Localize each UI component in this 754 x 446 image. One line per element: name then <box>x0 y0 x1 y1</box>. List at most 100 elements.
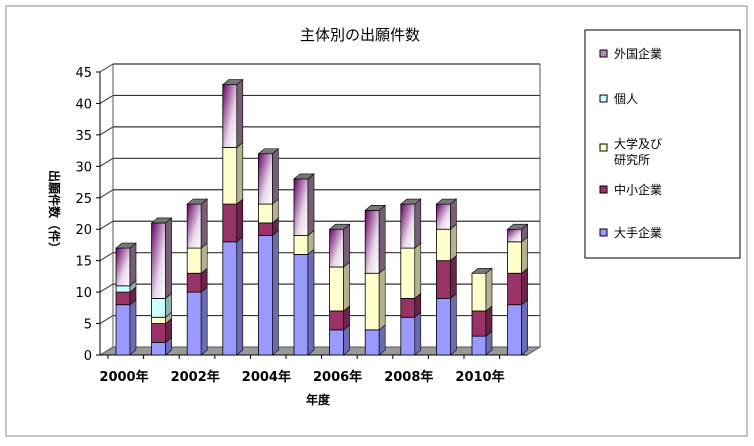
bar-front <box>329 329 345 356</box>
bar-side <box>129 299 137 356</box>
legend-swatch <box>599 185 608 194</box>
bar-top <box>471 267 493 274</box>
bar-segment <box>400 311 422 356</box>
bar-front <box>151 222 167 299</box>
y-tick-label: 35 <box>75 129 92 144</box>
gridline-side <box>99 220 114 230</box>
bar-side <box>450 223 457 262</box>
bar-front <box>222 203 238 243</box>
bar-top <box>364 205 387 211</box>
gridline-side <box>99 126 114 136</box>
legend-swatch <box>599 228 608 237</box>
gridline-side <box>99 95 114 104</box>
bar-front <box>329 228 345 268</box>
bar-segment <box>435 223 457 262</box>
legend-label: 中小企業 <box>614 182 662 197</box>
bar-top <box>506 223 529 230</box>
bar-side <box>129 242 137 287</box>
bar-segment <box>400 198 422 249</box>
bar-front <box>257 203 273 224</box>
bar-segment <box>222 198 244 243</box>
y-tick-label: 0 <box>84 349 92 364</box>
bar-front <box>151 342 167 356</box>
bar-segment <box>115 299 137 356</box>
x-tick-label: 2002年 <box>171 369 220 385</box>
bar-front <box>186 247 202 274</box>
gridline-side <box>99 283 114 293</box>
bar-segment <box>329 324 350 356</box>
bar-segment <box>507 299 528 356</box>
bar-side <box>307 248 315 356</box>
bar-front <box>293 235 309 255</box>
bar-front <box>115 247 131 287</box>
y-tick-label: 25 <box>75 192 92 207</box>
bar-side <box>414 311 422 356</box>
bar-front <box>257 153 273 205</box>
gridline-side <box>99 63 114 73</box>
bar-side <box>378 267 386 331</box>
bar-segment <box>151 292 172 318</box>
bar-front <box>471 335 487 356</box>
x-tick-label: 2010年 <box>455 369 504 385</box>
bar-segment <box>151 336 172 356</box>
bar-segment <box>186 242 208 274</box>
bar-front <box>329 266 345 312</box>
bar-segment <box>222 78 244 149</box>
legend-label: 大手企業 <box>614 225 662 240</box>
gridline-side <box>99 157 114 167</box>
gridline-side <box>99 189 114 199</box>
y-tick-label: 5 <box>84 318 92 333</box>
bar-segment <box>115 242 137 287</box>
bar-top <box>328 223 351 230</box>
legend-swatch <box>599 143 608 152</box>
bar-segment <box>507 223 528 243</box>
x-axis-label: 年度 <box>306 392 331 407</box>
bar-segment <box>151 317 172 344</box>
bar-front <box>257 235 273 356</box>
bar-segment <box>293 248 315 356</box>
bar-front <box>222 147 238 205</box>
x-tick-label: 2004年 <box>242 369 291 385</box>
bar-segment <box>329 223 350 268</box>
bar-segment <box>257 229 279 356</box>
bar-side <box>236 78 244 149</box>
legend-label: 研究所 <box>614 152 650 167</box>
bar-side <box>450 255 457 300</box>
bar-front <box>400 203 416 249</box>
bar-top <box>221 79 244 85</box>
bar-side <box>236 141 244 205</box>
bar-front <box>115 304 131 356</box>
bar-front <box>364 272 380 331</box>
bar-side <box>378 204 386 274</box>
bar-segment <box>364 267 386 331</box>
bar-side <box>414 242 422 300</box>
bar-side <box>272 229 279 356</box>
legend-label: 大学及び <box>614 136 662 151</box>
bar-segment <box>471 267 493 312</box>
gridline-side <box>99 252 114 262</box>
bar-front <box>507 228 523 243</box>
bar-front <box>293 253 309 356</box>
bar-side <box>200 198 208 249</box>
bar-segment <box>471 305 493 337</box>
bar-side <box>521 236 528 274</box>
bar-front <box>151 323 167 343</box>
bar-segment <box>400 242 422 300</box>
y-tick-label: 20 <box>75 223 92 238</box>
bar-segment <box>222 141 244 205</box>
bar-segment <box>257 217 279 237</box>
bar-front <box>222 241 238 356</box>
bar-front <box>507 241 523 274</box>
bar-segment <box>257 148 279 205</box>
bar-segment <box>435 292 457 356</box>
y-tick-label: 40 <box>75 97 92 112</box>
gridline-side <box>99 315 114 324</box>
bar-top <box>435 198 458 205</box>
bar-segment <box>329 261 350 312</box>
bar-segment <box>186 286 208 356</box>
x-tick-label: 2008年 <box>384 369 433 385</box>
bar-top <box>293 173 315 180</box>
bar-segment <box>151 217 172 300</box>
